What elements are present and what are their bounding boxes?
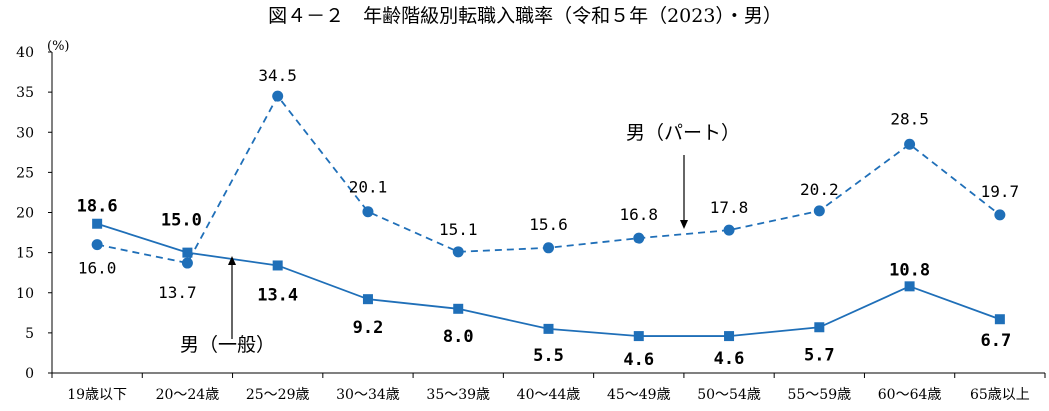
- data-label-series-1: 28.5: [890, 109, 929, 128]
- x-tick-label: 35～39歳: [426, 387, 490, 403]
- x-tick-label: 45～49歳: [607, 387, 671, 403]
- data-label-series-1: 34.5: [258, 66, 297, 85]
- y-tick-label: 15: [16, 246, 34, 262]
- data-label-series-0: 6.7: [981, 331, 1012, 351]
- y-tick-label: 40: [16, 45, 34, 61]
- y-ticks: 0 5 10 15 20 25 30 35 40: [16, 45, 52, 382]
- data-label-series-0: 9.2: [353, 318, 384, 338]
- x-tick-label: 60～64歳: [878, 387, 942, 403]
- data-point-square: [814, 322, 825, 333]
- series-line-1: [96, 94, 1001, 265]
- series-label-part: 男（パート）: [626, 122, 740, 144]
- y-axis-unit: (%): [47, 39, 70, 54]
- data-label-series-1: 17.8: [710, 198, 749, 217]
- data-label-series-0: 10.8: [889, 260, 930, 280]
- x-tick-label: 55～59歳: [787, 387, 851, 403]
- y-tick-label: 10: [16, 286, 34, 302]
- data-label-series-0: 5.7: [804, 345, 835, 365]
- x-tick-label: 30～34歳: [336, 387, 400, 403]
- arrow-general-head: [228, 256, 236, 265]
- data-point-square: [994, 314, 1005, 325]
- x-tick-label: 40～44歳: [517, 387, 581, 403]
- data-point-square: [633, 331, 644, 342]
- data-point-circle: [994, 209, 1006, 221]
- data-label-series-0: 4.6: [714, 349, 745, 369]
- data-point-circle: [272, 90, 284, 102]
- data-label-series-1: 19.7: [981, 182, 1020, 201]
- data-label-series-1: 15.6: [529, 215, 568, 234]
- data-label-series-0: 4.6: [623, 350, 654, 370]
- x-tick-label: 25～29歳: [246, 387, 310, 403]
- data-label-series-1: 20.1: [349, 178, 388, 197]
- x-tick-label: 19歳以下: [67, 387, 127, 403]
- arrow-part-head: [680, 220, 688, 229]
- data-point-square: [904, 281, 915, 292]
- chart-title: 図４－２ 年齢階級別転職入職率（令和５年（2023）・男）: [268, 5, 782, 27]
- data-label-series-0: 8.0: [443, 327, 474, 347]
- y-tick-label: 35: [16, 85, 34, 101]
- data-point-square: [362, 294, 373, 305]
- data-label-series-0: 15.0: [161, 211, 202, 231]
- data-label-series-1: 16.8: [620, 205, 659, 224]
- data-point-circle: [452, 246, 464, 258]
- data-point-square: [724, 331, 735, 342]
- x-ticks: 19歳以下 20～24歳 25～29歳 30～34歳 35～39歳 40～44歳 45～49…: [51, 373, 1046, 403]
- data-labels: 18.6 15.0 13.4 9.2 8.0 5.5 4.6 4.6 5.7 10.8 6.7 16.…: [77, 66, 1019, 370]
- data-point-circle: [362, 206, 374, 218]
- x-tick-label: 50～54歳: [697, 387, 761, 403]
- data-point-circle: [181, 257, 193, 269]
- data-point-square: [453, 303, 464, 314]
- data-point-circle: [904, 138, 916, 150]
- data-point-circle: [543, 242, 554, 254]
- y-tick-label: 20: [16, 206, 34, 222]
- data-label-series-1: 15.1: [439, 220, 478, 239]
- series-layer: [91, 90, 1006, 342]
- data-label-series-1: 13.7: [158, 283, 197, 302]
- x-tick-label: 20～24歳: [156, 387, 220, 403]
- data-point-circle: [91, 239, 103, 251]
- data-point-circle: [813, 205, 825, 217]
- data-label-series-0: 5.5: [533, 346, 564, 366]
- data-point-square: [182, 247, 193, 258]
- y-tick-label: 5: [25, 326, 34, 342]
- data-point-square: [92, 218, 103, 229]
- data-label-series-1: 20.2: [800, 180, 839, 199]
- data-label-series-0: 13.4: [257, 285, 298, 305]
- data-label-series-0: 18.6: [77, 197, 118, 217]
- data-point-square: [272, 260, 283, 271]
- data-label-series-1: 16.0: [78, 259, 117, 278]
- series-label-general: 男（一般）: [180, 334, 275, 356]
- data-point-circle: [723, 224, 735, 236]
- data-point-circle: [633, 232, 645, 244]
- y-tick-label: 0: [25, 366, 34, 382]
- y-tick-label: 30: [16, 125, 34, 141]
- x-tick-label: 65歳以上: [970, 387, 1030, 403]
- y-tick-label: 25: [16, 165, 34, 181]
- data-point-square: [543, 323, 554, 334]
